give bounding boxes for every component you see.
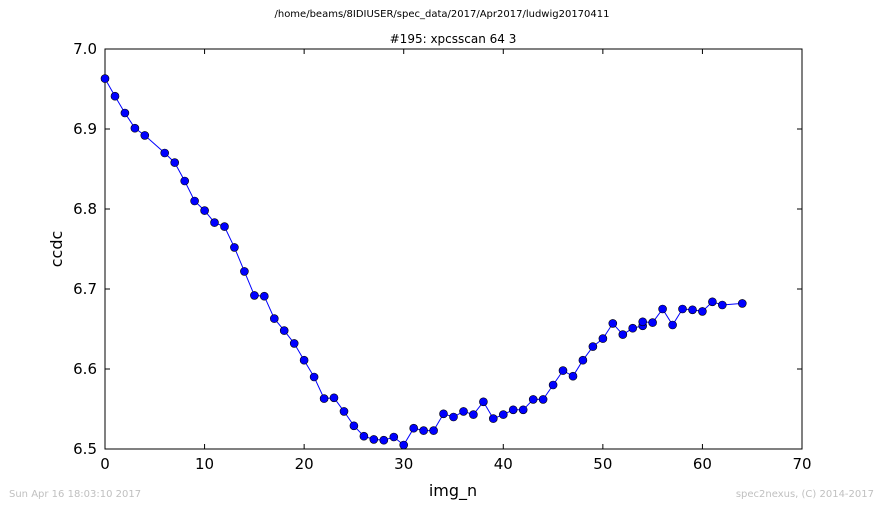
data-point <box>698 307 707 316</box>
data-point <box>130 123 140 133</box>
data-point <box>429 426 438 435</box>
data-point <box>668 320 677 330</box>
data-point <box>259 291 269 301</box>
y-axis-label: ccdc <box>47 231 66 268</box>
y-tick-label: 7.0 <box>73 40 97 58</box>
data-point <box>518 405 528 415</box>
data-point <box>309 372 319 382</box>
data-point <box>250 291 259 300</box>
chart-title: #195: xpcsscan 64 3 <box>390 32 517 46</box>
x-tick-label: 30 <box>394 455 413 473</box>
data-point <box>449 412 458 422</box>
data-point <box>140 131 150 140</box>
data-point <box>230 243 239 252</box>
x-tick-label: 50 <box>593 455 612 473</box>
data-point <box>289 339 299 348</box>
data-point <box>688 305 697 315</box>
y-tick-label: 6.6 <box>73 360 97 378</box>
data-point <box>638 317 648 327</box>
x-tick-label: 0 <box>100 455 110 473</box>
data-point <box>648 318 657 327</box>
y-tick-label: 6.9 <box>73 120 97 138</box>
x-tick-label: 60 <box>693 455 712 473</box>
footer-timestamp: Sun Apr 16 18:03:10 2017 <box>9 489 142 500</box>
x-tick-label: 70 <box>792 455 811 473</box>
data-point <box>210 218 219 227</box>
plot-frame <box>104 48 803 450</box>
data-point <box>528 395 538 404</box>
y-tick-label: 6.5 <box>73 440 97 458</box>
x-axis-label: img_n <box>429 481 477 501</box>
data-point <box>329 393 339 403</box>
data-point <box>618 330 628 339</box>
data-point <box>369 435 379 444</box>
data-point <box>220 222 229 231</box>
data-point <box>160 148 169 158</box>
data-point <box>279 326 289 335</box>
data-point <box>608 319 618 328</box>
data-point <box>349 421 359 431</box>
data-point <box>508 405 518 415</box>
data-point <box>498 410 508 419</box>
data-point <box>409 423 419 433</box>
data-point <box>479 397 488 407</box>
data-point <box>717 300 727 310</box>
data-point <box>379 435 389 445</box>
data-point <box>598 334 608 343</box>
data-point <box>299 355 309 365</box>
y-tick-label: 6.8 <box>73 200 97 218</box>
y-tick-label: 6.7 <box>73 280 97 298</box>
figure-suptitle: /home/beams/8IDIUSER/spec_data/2017/Apr2… <box>274 9 610 20</box>
data-point <box>678 304 687 314</box>
data-point <box>200 206 209 215</box>
data-point <box>548 380 558 390</box>
x-tick-label: 40 <box>494 455 513 473</box>
data-point <box>359 431 369 441</box>
data-point <box>319 394 329 403</box>
data-point <box>628 323 638 333</box>
data-point <box>459 407 468 416</box>
data-point <box>100 74 110 83</box>
data-point <box>269 314 279 323</box>
data-point <box>339 407 349 416</box>
data-point <box>439 409 448 419</box>
data-point <box>588 342 598 351</box>
data-point <box>658 304 667 314</box>
data-point <box>469 410 478 419</box>
series-line <box>104 78 743 446</box>
data-point <box>190 196 199 206</box>
data-point <box>110 91 120 101</box>
data-point <box>120 108 130 118</box>
data-point <box>240 267 249 276</box>
data-point <box>488 414 498 423</box>
data-point <box>737 299 747 308</box>
data-point <box>578 355 588 365</box>
data-point <box>399 440 409 450</box>
x-tick-label: 20 <box>295 455 314 473</box>
data-point <box>180 176 189 186</box>
data-point <box>538 395 548 404</box>
data-point <box>558 366 568 375</box>
x-tick-label: 10 <box>195 455 214 473</box>
data-point <box>389 432 399 442</box>
footer-credit: spec2nexus, (C) 2014-2017 <box>735 489 874 500</box>
data-point <box>419 426 428 435</box>
data-point <box>170 158 179 167</box>
plot-area: 0 10 20 30 40 50 60 70 6.5 6.6 6.7 6.8 6.9 7.0 <box>73 40 811 473</box>
data-point <box>708 297 717 307</box>
data-point <box>568 371 578 381</box>
